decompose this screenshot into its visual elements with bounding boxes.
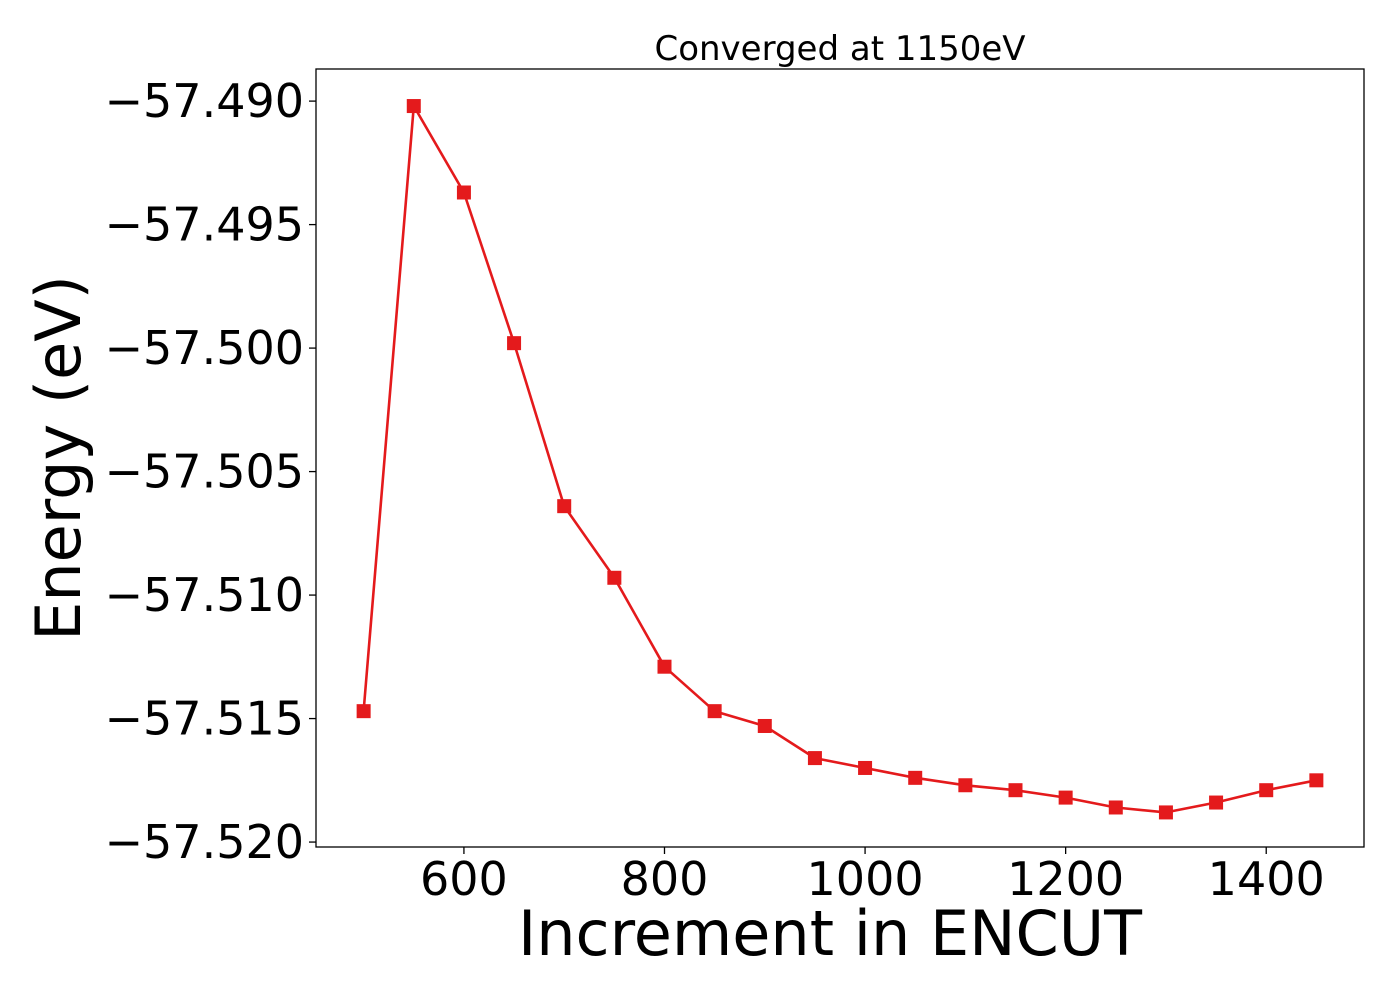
data-point-marker xyxy=(1209,795,1224,810)
data-point-marker xyxy=(1259,783,1274,798)
y-axis-label: Energy (eV) xyxy=(22,275,95,641)
data-point-marker xyxy=(1309,773,1324,788)
data-point-marker xyxy=(507,336,522,351)
y-tick-label: −57.490 xyxy=(105,74,305,128)
data-point-marker xyxy=(456,185,471,200)
x-tick-label: 1200 xyxy=(1007,852,1124,906)
y-tick-label: −57.510 xyxy=(105,568,305,622)
data-point-marker xyxy=(356,704,371,719)
data-point-marker xyxy=(557,499,572,514)
data-point-marker xyxy=(1108,800,1123,815)
x-tick-label: 1000 xyxy=(807,852,924,906)
y-tick-label: −57.495 xyxy=(105,198,305,252)
data-point-marker xyxy=(707,704,722,719)
y-tick-label: −57.505 xyxy=(105,445,305,499)
x-axis-label: Increment in ENCUT xyxy=(518,897,1143,970)
x-axis: 600 800 1000 1200 1400 xyxy=(420,847,1325,906)
y-axis: −57.490 −57.495 −57.500 −57.505 −57.510 −57.5… xyxy=(105,74,316,869)
data-point-marker xyxy=(657,659,672,674)
x-tick-label: 800 xyxy=(621,852,709,906)
data-point-marker xyxy=(406,99,421,114)
data-point-marker xyxy=(908,770,923,785)
data-point-marker xyxy=(858,760,873,775)
data-point-marker xyxy=(757,718,772,733)
y-tick-label: −57.515 xyxy=(105,692,305,746)
x-tick-label: 600 xyxy=(420,852,508,906)
data-point-marker xyxy=(1158,805,1173,820)
energy-series-markers xyxy=(356,99,1324,820)
plot-area-frame xyxy=(315,68,1365,848)
data-point-marker xyxy=(1058,790,1073,805)
y-tick-label: −57.500 xyxy=(105,321,305,375)
data-point-marker xyxy=(607,570,622,585)
chart-title: Converged at 1150eV xyxy=(654,29,1025,69)
data-point-marker xyxy=(1008,783,1023,798)
x-tick-label: 1400 xyxy=(1208,852,1325,906)
y-tick-label: −57.520 xyxy=(105,815,305,869)
energy-series-line xyxy=(362,104,1317,814)
data-point-marker xyxy=(807,751,822,766)
data-point-marker xyxy=(958,778,973,793)
